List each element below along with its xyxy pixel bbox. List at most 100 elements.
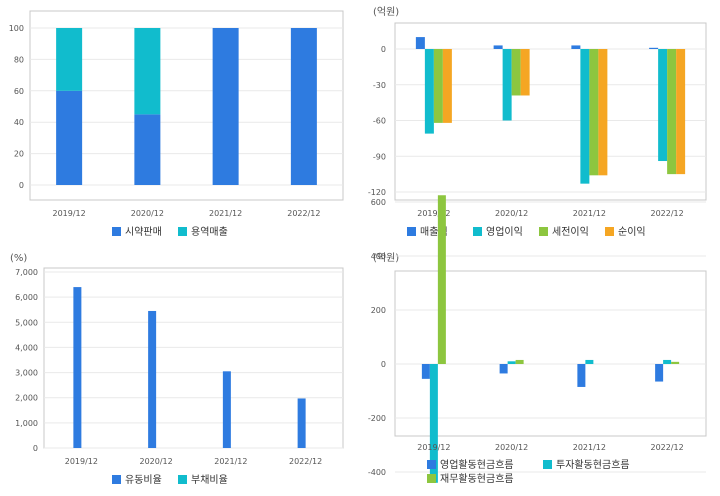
plot-frame — [394, 270, 707, 437]
legend-label: 재무활동현금흐름 — [440, 472, 514, 485]
y-tick-label: -60 — [373, 117, 386, 126]
x-tick-label: 2022/12 — [287, 209, 320, 218]
y-tick-label: -200 — [368, 414, 386, 423]
x-tick-label: 2021/12 — [573, 209, 606, 218]
chart-unit-label: (%) — [10, 253, 27, 264]
bar-0-0-0 — [56, 90, 83, 185]
x-tick-label: 2020/12 — [495, 209, 528, 218]
legend-swatch — [427, 460, 436, 469]
bar-1-2-3 — [667, 49, 677, 175]
y-tick-label: 40 — [14, 118, 24, 127]
bar-2-0-1 — [148, 310, 157, 448]
legend-swatch — [407, 227, 416, 236]
bar-1-0-2 — [571, 45, 581, 49]
legend-label: 투자활동현금흐름 — [556, 458, 630, 471]
bar-1-3-0 — [442, 49, 452, 123]
x-tick-label: 2022/12 — [651, 443, 684, 452]
legend-label: 순이익 — [618, 226, 646, 238]
plot-frame — [29, 10, 344, 201]
bar-2-0-2 — [222, 371, 231, 448]
bar-1-1-2 — [580, 49, 590, 184]
y-tick-label: 0 — [381, 45, 386, 54]
y-tick-label: 4,000 — [15, 343, 38, 352]
y-tick-label: 0 — [19, 181, 24, 190]
y-tick-label: -90 — [373, 152, 386, 161]
bar-0-0-1 — [134, 114, 161, 185]
x-tick-label: 2021/12 — [214, 457, 247, 466]
bar-1-1-1 — [502, 49, 512, 121]
bar-3-0-2 — [577, 364, 586, 387]
ratio-chart: (%) 0 1,000 2,000 3,000 4,000 5,000 6,000 7,000… — [10, 253, 344, 486]
bar-3-0-3 — [655, 364, 664, 382]
bar-3-2-1 — [515, 359, 524, 364]
legend-swatch — [605, 227, 614, 236]
y-tick-label: -120 — [368, 188, 386, 197]
chart-unit-label: (억원) — [373, 252, 399, 264]
legend-label: 용역매출 — [191, 226, 228, 238]
legend-swatch — [539, 227, 548, 236]
chart-unit-label: (억원) — [373, 6, 399, 18]
bar-3-2-3 — [671, 361, 680, 364]
x-tick-label: 2020/12 — [131, 209, 164, 218]
bar-2-0-3 — [297, 398, 306, 448]
legend-label: 영업활동현금흐름 — [440, 458, 514, 471]
y-tick-label: 80 — [14, 55, 24, 64]
sales-composition-chart: 0 20 40 60 80 100 2019/12 2020/12 2021/12 2022/12… — [9, 10, 344, 238]
bar-1-3-2 — [598, 49, 608, 176]
y-tick-label: 2,000 — [15, 394, 38, 403]
income-statement-chart: (억원) 0 -30 -60 -90 -120 2019/12 2020/12 2021/12… — [368, 6, 707, 238]
legend-label: 유동비율 — [125, 474, 162, 486]
legend-swatch — [112, 475, 121, 484]
bar-3-0-1 — [499, 364, 508, 374]
bar-1-0-0 — [415, 37, 425, 49]
bar-0-0-2 — [212, 28, 239, 185]
bar-1-1-0 — [424, 49, 434, 134]
legend-label: 부채비율 — [191, 474, 228, 486]
y-tick-label: 3,000 — [15, 369, 38, 378]
y-tick-label: 5,000 — [15, 318, 38, 327]
y-tick-label: 0 — [381, 360, 386, 369]
bar-3-1-0 — [429, 364, 438, 483]
bar-3-1-1 — [507, 361, 516, 364]
y-tick-label: 400 — [371, 252, 386, 261]
legend-swatch — [112, 227, 121, 236]
y-tick-label: 0 — [33, 444, 38, 453]
y-tick-label: 60 — [14, 87, 24, 96]
bar-3-1-2 — [585, 359, 594, 364]
x-tick-label: 2022/12 — [651, 209, 684, 218]
bar-2-0-0 — [73, 287, 82, 448]
bar-3-2-0 — [437, 195, 446, 364]
y-tick-label: 100 — [9, 24, 24, 33]
bar-0-0-3 — [290, 28, 317, 185]
bar-1-3-3 — [676, 49, 686, 175]
y-tick-label: 20 — [14, 150, 24, 159]
x-tick-label: 2019/12 — [65, 457, 98, 466]
bar-1-1-3 — [658, 49, 668, 162]
y-tick-label: 600 — [371, 198, 386, 207]
x-tick-label: 2022/12 — [289, 457, 322, 466]
y-tick-label: 7,000 — [15, 268, 38, 277]
legend-swatch — [473, 227, 482, 236]
x-tick-label: 2019/12 — [417, 443, 450, 452]
bar-1-2-2 — [589, 49, 599, 176]
bar-0-1-0 — [56, 28, 83, 91]
x-tick-label: 2021/12 — [573, 443, 606, 452]
plot-frame — [394, 22, 707, 201]
legend-label: 영업이익 — [486, 225, 523, 238]
legend-swatch — [178, 227, 187, 236]
bar-1-0-3 — [649, 47, 659, 49]
y-tick-label: -30 — [373, 81, 386, 90]
bar-1-2-1 — [511, 49, 521, 96]
y-tick-label: 1,000 — [15, 419, 38, 428]
y-tick-label: 6,000 — [15, 293, 38, 302]
y-tick-label: -400 — [368, 468, 386, 477]
x-tick-label: 2019/12 — [417, 209, 450, 218]
legend-swatch — [543, 460, 552, 469]
legend-swatch — [178, 475, 187, 484]
x-tick-label: 2021/12 — [209, 209, 242, 218]
bar-1-2-0 — [433, 49, 443, 123]
x-tick-label: 2020/12 — [140, 457, 173, 466]
bar-0-1-1 — [134, 28, 161, 115]
legend-label: 세전이익 — [552, 226, 589, 238]
